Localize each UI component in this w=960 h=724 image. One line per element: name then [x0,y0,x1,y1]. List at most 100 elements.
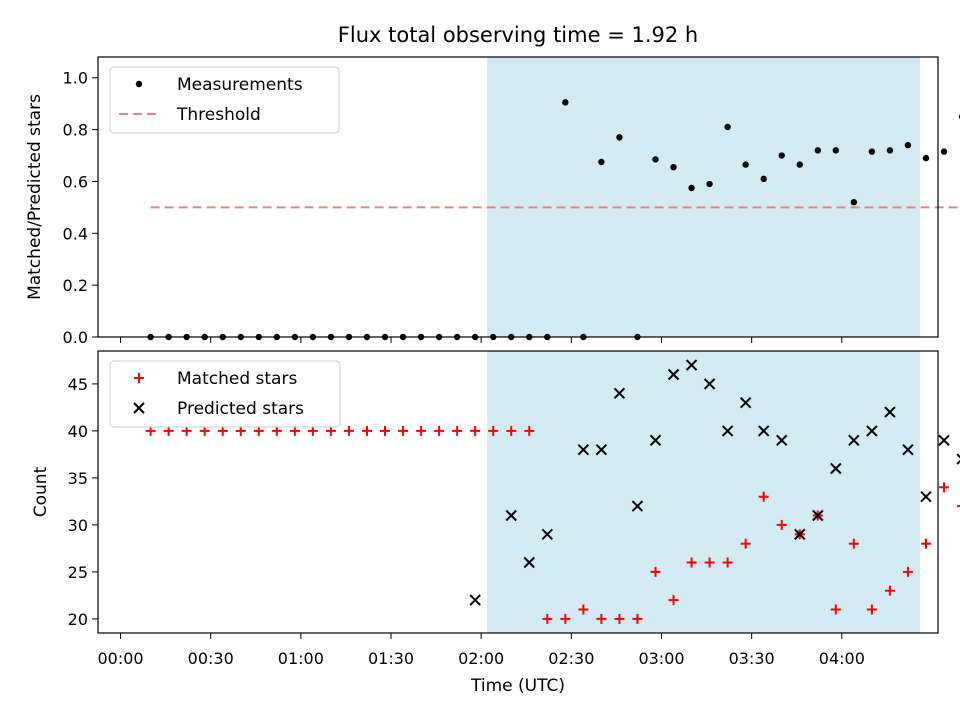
measurement-point [670,163,677,171]
y-tick-label: 35 [68,469,88,488]
chart-title: Flux total observing time = 1.92 h [338,23,698,47]
matched-star-point [704,557,715,568]
measurement-point [598,158,605,166]
y-tick-label: 30 [68,516,88,535]
y-tick-label: 0.2 [63,276,88,295]
measurement-point [850,198,858,206]
x-tick-label: 02:30 [548,649,594,668]
matched-star-point [686,557,697,568]
measurement-point [886,147,894,154]
y-tick-label: 0.0 [63,328,88,347]
x-tick-label: 01:30 [368,649,414,668]
legend-label: Predicted stars [177,399,304,419]
predicted-star-point [541,528,554,541]
x-tick-label: 03:30 [729,649,775,668]
x-tick-label: 02:00 [458,649,504,668]
predicted-star-point [956,453,960,465]
predicted-star-point [595,443,608,456]
matched-star-point [416,425,427,436]
y-tick-label: 0.4 [63,224,88,243]
matched-star-point [848,538,859,549]
predicted-star-point [577,443,590,456]
matched-star-point [560,613,571,624]
x-tick-label: 00:30 [188,649,234,668]
matched-star-point [235,425,246,436]
predicted-star-point [631,500,644,512]
matched-star-point [343,425,354,436]
matched-star-point [380,425,391,436]
matched-star-point [722,557,733,568]
predicted-star-point [757,425,770,437]
legend-matched-swatch [134,373,144,383]
y-tick-label: 40 [68,422,88,441]
matched-star-point [145,425,156,436]
predicted-star-point [613,387,626,400]
predicted-star-point [469,594,481,606]
matched-star-point [361,425,372,436]
matched-star-point [939,482,950,493]
predicted-star-point [703,378,716,390]
measurement-point [778,152,785,159]
matched-star-point [488,425,499,436]
panel-frame [97,56,939,338]
predicted-star-point [812,509,824,522]
x-tick-label: 03:00 [638,649,684,668]
matched-star-point [307,425,318,436]
predicted-star-point [667,368,680,381]
matched-star-point [740,538,751,549]
measurement-point [562,99,569,106]
x-tick-label: 00:00 [97,649,143,668]
y-tick-label: 0.8 [63,121,88,140]
measurement-point [904,141,912,149]
measurement-point [832,147,840,154]
matched-star-point [289,425,300,436]
legend: Measurements Threshold [109,66,340,134]
predicted-star-point [902,443,914,456]
y-tick-label: 45 [68,375,88,394]
legend-label: Matched stars [177,369,297,389]
predicted-star-point [523,556,535,569]
top-panel: 0.0 0.2 0.4 0.6 0.8 1.0 Matched/Predicted star… [25,56,960,347]
predicted-star-point [866,425,878,437]
matched-star-point [542,613,553,624]
matched-star-point [632,613,643,624]
predicted-star-point [505,509,517,522]
measurement-point [652,156,659,163]
measurement-point [616,134,623,141]
predicted-star-point [739,396,752,409]
matched-star-point [884,585,895,596]
predicted-star-point [649,434,662,447]
legend-label: Measurements [177,75,303,95]
matched-star-point [776,519,787,530]
panel-frame [97,350,939,634]
matched-star-point [920,538,931,549]
y-axis-label: Count [31,466,51,517]
matched-star-point [181,425,192,436]
matched-star-point [271,425,282,436]
x-tick-label: 04:00 [819,649,865,668]
x-axis-label: Time (UTC) [470,676,565,696]
measurement-point [940,148,948,155]
matched-star-point [434,425,445,436]
matched-star-point [398,425,409,436]
predicted-star-point [685,359,698,371]
y-tick-label: 0.6 [63,172,88,191]
measurement-point [688,184,695,192]
measurement-point [724,123,731,131]
measurement-point [922,154,930,162]
matched-star-point [253,425,264,436]
matched-star-point [199,425,210,436]
measurement-point [814,147,821,154]
y-tick-label: 20 [68,610,88,629]
legend-label: Threshold [176,105,261,125]
legend-measurement-swatch [135,80,143,88]
y-axis-label: Matched/Predicted stars [25,94,45,300]
legend-box [109,360,341,428]
matched-star-point [902,566,913,577]
matched-star-point [668,595,679,606]
matched-star-point [596,613,607,624]
matched-star-point [758,491,769,502]
shaded-region [487,351,920,633]
y-tick-label: 25 [68,563,88,582]
